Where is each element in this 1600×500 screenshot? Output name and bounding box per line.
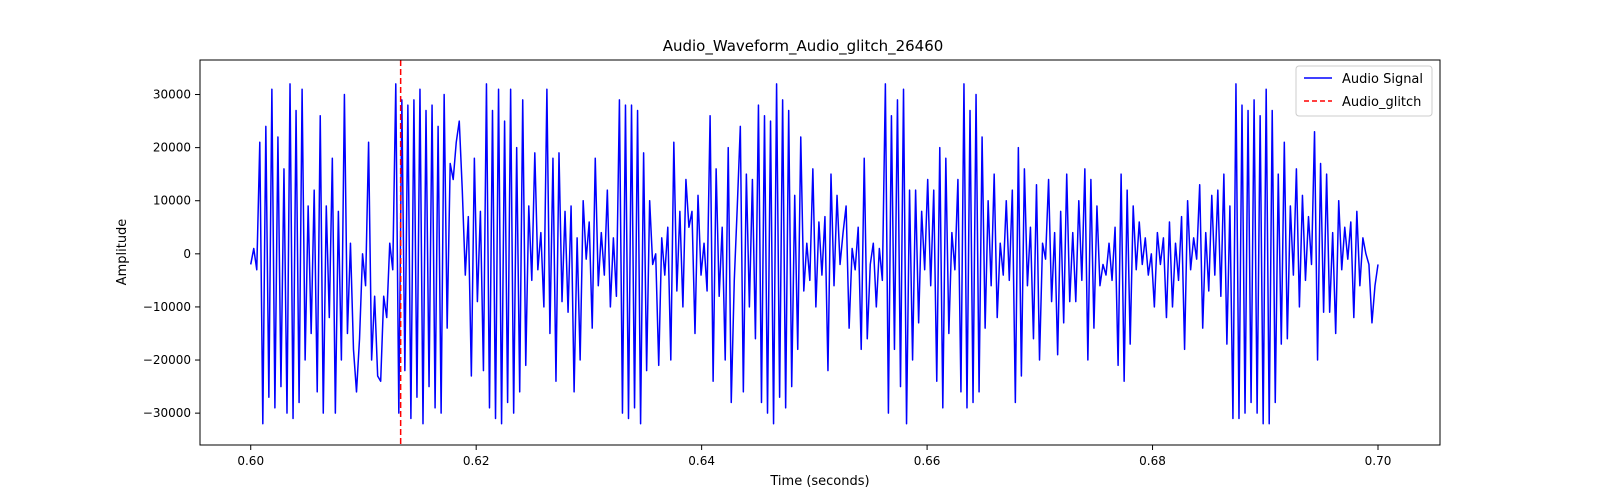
x-tick-label: 0.60 bbox=[237, 454, 264, 468]
y-tick-label: 0 bbox=[183, 247, 191, 261]
x-axis-ticks: 0.60 0.62 0.64 0.66 0.68 0.70 bbox=[237, 445, 1391, 468]
x-tick-label: 0.62 bbox=[463, 454, 490, 468]
legend-audio-glitch-label: Audio_glitch bbox=[1342, 95, 1421, 110]
y-tick-label: −20000 bbox=[143, 353, 191, 367]
y-axis-ticks: −30000 −20000 −10000 0 10000 20000 30000 bbox=[143, 88, 200, 420]
y-axis-label: Amplitude bbox=[115, 219, 130, 286]
y-tick-label: 30000 bbox=[153, 88, 191, 102]
x-tick-label: 0.64 bbox=[688, 454, 715, 468]
legend-audio-signal-label: Audio Signal bbox=[1342, 72, 1423, 87]
x-tick-label: 0.70 bbox=[1365, 454, 1392, 468]
y-tick-label: −10000 bbox=[143, 300, 191, 314]
x-tick-label: 0.66 bbox=[914, 454, 941, 468]
axes-frame bbox=[199, 59, 1441, 446]
x-axis-label: Time (seconds) bbox=[769, 474, 869, 489]
y-tick-label: 10000 bbox=[153, 194, 191, 208]
x-tick-label: 0.68 bbox=[1139, 454, 1166, 468]
chart-title: Audio_Waveform_Audio_glitch_26460 bbox=[663, 37, 944, 56]
legend: Audio Signal Audio_glitch bbox=[1295, 65, 1433, 117]
y-tick-label: −30000 bbox=[143, 406, 191, 420]
y-tick-label: 20000 bbox=[153, 141, 191, 155]
audio-signal-line bbox=[249, 83, 1379, 425]
plot-area bbox=[249, 60, 1379, 445]
